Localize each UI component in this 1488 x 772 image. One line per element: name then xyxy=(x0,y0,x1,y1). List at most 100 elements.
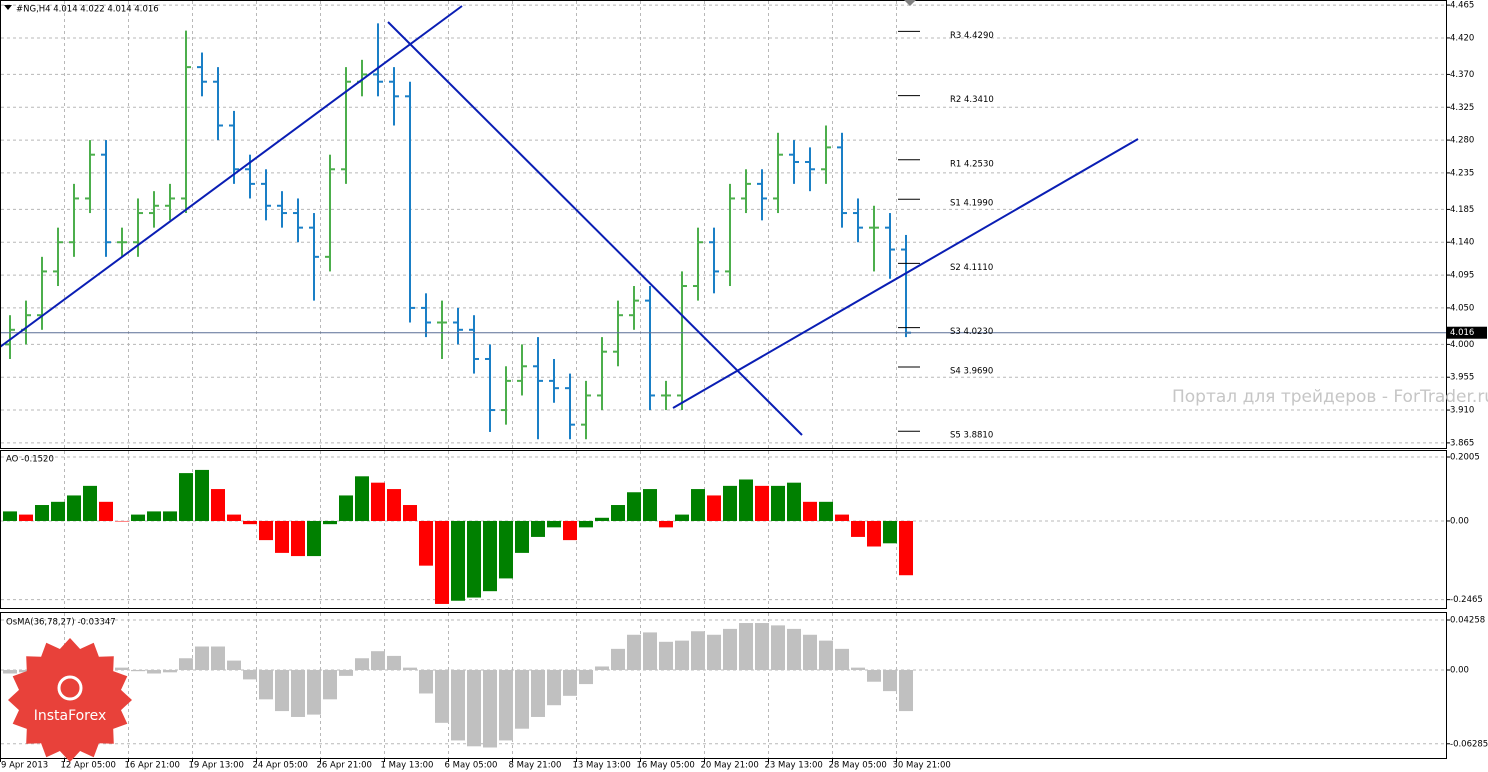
y-tick-label: 0.04258 xyxy=(1450,615,1485,625)
histogram-bar xyxy=(99,501,113,521)
histogram-bar xyxy=(883,520,897,544)
histogram-bar xyxy=(275,520,289,553)
histogram-bar xyxy=(803,501,817,521)
histogram-bar xyxy=(307,669,321,715)
histogram-bar xyxy=(387,655,401,670)
trend-line xyxy=(672,138,1139,409)
histogram-bar xyxy=(67,495,81,521)
histogram-bar xyxy=(515,669,529,729)
histogram-bar xyxy=(371,482,385,521)
histogram-bar xyxy=(355,476,369,521)
histogram-bar xyxy=(323,520,337,525)
histogram-bar xyxy=(275,669,289,712)
histogram-bar xyxy=(307,520,321,557)
logo-icon xyxy=(57,675,83,701)
logo: InstaForex xyxy=(8,638,132,762)
histogram-bar xyxy=(723,485,737,521)
x-tick-label: 13 May 13:00 xyxy=(573,761,631,771)
histogram-bar xyxy=(867,520,881,547)
histogram-bar xyxy=(707,634,721,670)
histogram-bar xyxy=(643,489,657,521)
histogram-bar xyxy=(787,628,801,670)
histogram-bar xyxy=(115,667,129,670)
histogram-bar xyxy=(899,669,913,712)
pivot-label: S2 4.1110 xyxy=(950,263,993,273)
x-tick-label: 1 May 13:00 xyxy=(381,761,434,771)
y-tick-label: -0.06285 xyxy=(1450,739,1488,749)
histogram-bar xyxy=(291,669,305,717)
histogram-bar xyxy=(851,667,865,670)
last-price-label: 4.016 xyxy=(1450,328,1474,338)
logo-text: InstaForex xyxy=(34,708,107,724)
shift-marker xyxy=(904,0,916,6)
x-tick-label: 23 May 13:00 xyxy=(765,761,823,771)
histogram-bar xyxy=(739,479,753,521)
pivot-label: S5 3.8810 xyxy=(950,431,993,441)
histogram-bar xyxy=(819,640,833,670)
chart-title: #NG,H4 4.014 4.022 4.014 4.016 xyxy=(16,5,159,15)
histogram-bar xyxy=(691,631,705,670)
y-tick-label: 4.465 xyxy=(1450,1,1474,11)
histogram-bar xyxy=(483,520,497,592)
histogram-bar xyxy=(755,623,769,670)
histogram-bar xyxy=(467,520,481,598)
histogram-bar xyxy=(627,492,641,521)
histogram-bar xyxy=(723,628,737,670)
histogram-bar xyxy=(451,669,465,741)
histogram-bar xyxy=(115,520,129,522)
y-tick-label: 4.185 xyxy=(1450,205,1474,215)
osma-title: OsMA(36,78,27) -0.03347 xyxy=(6,618,116,628)
trend-lines xyxy=(0,5,1139,436)
y-tick-label: 0.2005 xyxy=(1450,452,1480,462)
histogram-bar xyxy=(259,520,273,541)
histogram-bar xyxy=(211,646,225,670)
histogram-bar xyxy=(787,482,801,521)
histogram-bar xyxy=(227,514,241,521)
histogram-bar xyxy=(819,501,833,521)
histogram-bar xyxy=(755,485,769,521)
histogram-bar xyxy=(147,669,161,674)
histogram-bar xyxy=(467,669,481,747)
histogram-bar xyxy=(691,489,705,521)
histogram-bar xyxy=(19,669,33,673)
histogram-bar xyxy=(627,634,641,670)
last-price-box xyxy=(1447,326,1487,339)
histogram-bar xyxy=(883,669,897,692)
y-tick-label: 4.325 xyxy=(1450,103,1474,113)
x-tick-label: 20 May 21:00 xyxy=(701,761,759,771)
histogram-bar xyxy=(499,669,513,741)
histogram-bar xyxy=(803,634,817,670)
histogram-bar xyxy=(243,520,257,525)
x-tick-label: 19 Apr 13:00 xyxy=(189,761,244,771)
histogram-bar xyxy=(771,625,785,670)
histogram-bar xyxy=(403,667,417,670)
histogram-bar xyxy=(243,669,257,680)
price-panel-frame xyxy=(0,0,1447,449)
ao-title: AO -0.1520 xyxy=(6,455,54,465)
histogram-bar xyxy=(419,520,433,566)
x-tick-label: 24 Apr 05:00 xyxy=(253,761,308,771)
menu-icon[interactable] xyxy=(4,5,12,10)
x-tick-label: 6 May 05:00 xyxy=(445,761,498,771)
y-tick-label: 3.955 xyxy=(1450,373,1474,383)
x-tick-label: 30 May 21:00 xyxy=(893,761,951,771)
histogram-bar xyxy=(531,520,545,537)
histogram-bar xyxy=(499,520,513,579)
histogram-bar xyxy=(547,520,561,528)
y-tick-label: 4.050 xyxy=(1450,303,1474,313)
trend-line xyxy=(387,21,803,436)
histogram-bar xyxy=(83,485,97,521)
histogram-bar xyxy=(323,669,337,700)
histogram-bar xyxy=(563,669,577,696)
histogram-bar xyxy=(163,669,177,673)
histogram-bar xyxy=(659,520,673,528)
histogram-bar xyxy=(211,489,225,521)
x-tick-label: 16 Apr 21:00 xyxy=(125,761,180,771)
histogram-bar xyxy=(195,469,209,521)
pivot-label: R3 4.4290 xyxy=(950,31,994,41)
histogram-bar xyxy=(739,623,753,670)
pivot-label: S1 4.1990 xyxy=(950,199,993,209)
y-tick-label: 0.00 xyxy=(1450,516,1469,526)
